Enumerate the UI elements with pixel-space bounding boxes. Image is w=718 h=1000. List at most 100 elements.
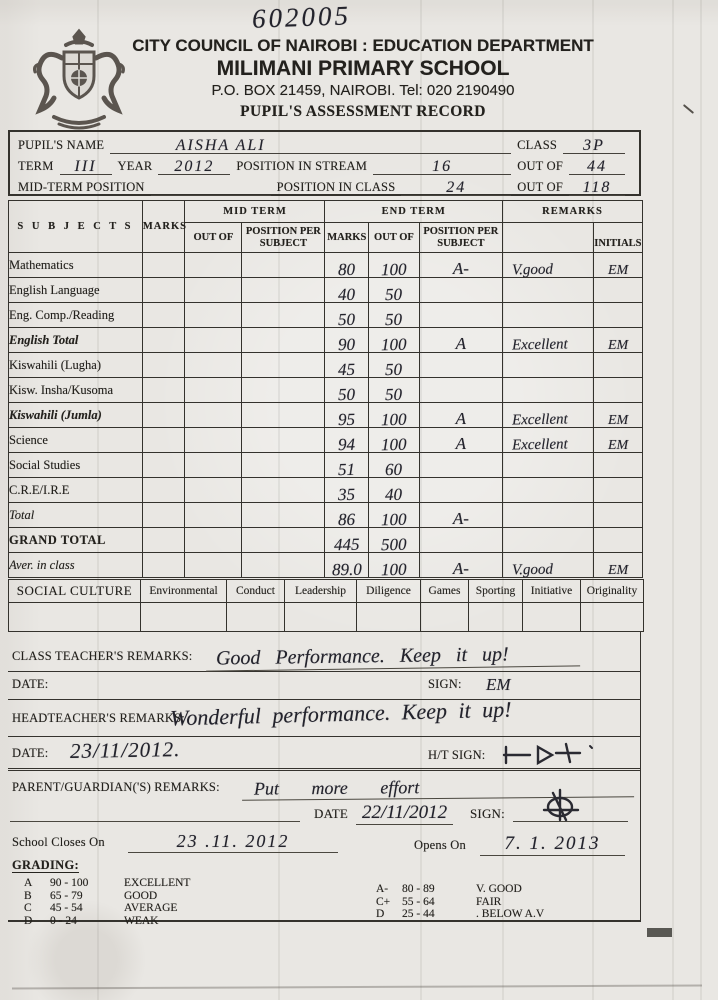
parent-sign-label: SIGN: [470, 806, 505, 821]
grade-letter: C+ [376, 895, 391, 908]
end-outof-value: 50 [385, 309, 403, 330]
initials-cell [593, 302, 643, 328]
end-outof-cell: 40 [368, 477, 420, 504]
end-outof-value: 100 [380, 334, 407, 355]
mid-outof-cell [184, 377, 243, 403]
end-outof-cell: 50 [368, 352, 420, 379]
parent-date-value: 22/11/2012 [356, 802, 454, 825]
end-marks-cell: 51 [324, 452, 370, 479]
opens-on-label: Opens On [414, 838, 466, 852]
midterm-group-header: MID TERM [184, 200, 326, 223]
endterm-marks-header: MARKS [324, 222, 370, 253]
social-col-games: Games [420, 579, 469, 603]
grade-range: 55 - 64 [402, 895, 435, 908]
initials-cell [593, 277, 643, 303]
table-row-kiswahili-lugha: Kiswahili (Lugha) 45 50 [8, 352, 643, 379]
initials-cell [593, 502, 643, 528]
remark-value: V.good [511, 261, 554, 279]
grade-range: 45 - 54 [50, 902, 83, 914]
end-outof-value: 60 [385, 459, 403, 480]
end-pos-cell [418, 277, 503, 303]
subject-cell: English Total [8, 327, 143, 353]
mid-marks-cell [141, 252, 186, 278]
mid-marks-cell [141, 477, 186, 503]
grade-letter: D [376, 908, 385, 920]
endterm-outof-header: OUT OF [368, 222, 420, 253]
mid-outof-cell [184, 402, 243, 428]
end-pos-cell: A [418, 402, 503, 428]
grading-title-row: GRADING: [8, 858, 640, 875]
headteacher-remarks-label: HEADTEACHER'S REMARKS: [12, 711, 185, 725]
mid-marks-cell [141, 302, 186, 328]
end-outof-cell: 100 [368, 427, 420, 454]
grade-letter: D [24, 914, 33, 927]
end-marks-cell: 95 [324, 402, 370, 429]
end-outof-cell: 500 [368, 527, 420, 554]
social-empty-cell [284, 602, 357, 632]
midterm-pos-underline [150, 175, 271, 196]
stream-pos-value: 16 [432, 158, 453, 175]
grade-desc: FAIR [476, 895, 502, 908]
end-marks-value: 445 [333, 534, 360, 555]
end-marks-value: 90 [338, 334, 356, 355]
remarks-blank-header [501, 222, 595, 253]
remark-cell [501, 302, 595, 328]
social-col-diligence: Diligence [356, 579, 421, 603]
end-marks-cell: 445 [324, 527, 370, 555]
subject-cell: Kiswahili (Lugha) [8, 352, 143, 378]
mid-marks-cell [141, 452, 186, 478]
term-underline: III [59, 154, 112, 175]
class-teacher-remarks-label: CLASS TEACHER'S REMARKS: [12, 649, 193, 663]
grade-row: B 65 - 79 GOOD [24, 890, 190, 903]
remark-cell [501, 527, 595, 553]
midterm-position-header: POSITION PER SUBJECT [241, 222, 326, 253]
class-pos-value: 24 [446, 179, 467, 196]
bottom-paper-crease [11, 984, 703, 990]
end-outof-cell: 50 [368, 377, 420, 404]
end-outof-cell: 100 [368, 327, 420, 355]
table-row-kisw-insha-kusoma: Kisw. Insha/Kusoma 50 50 [8, 377, 643, 404]
year-value: 2012 [174, 158, 215, 175]
ht-signature-scribble [500, 739, 596, 771]
midterm-outof-header: OUT OF [184, 222, 243, 253]
remark-cell [501, 452, 595, 478]
initials-cell: EM [593, 327, 643, 353]
table-row-english-total: English Total 90 100 A Excellent EM [8, 327, 643, 355]
midterm-position-row: MID-TERM POSITION POSITION IN CLASS 24 O… [18, 175, 631, 196]
mid-pos-cell [241, 477, 326, 503]
end-marks-cell: 45 [324, 352, 370, 379]
coat-of-arms-icon [33, 28, 125, 130]
marks-table: S U B J E C T S MARKS MID TERM END TERM … [8, 200, 644, 579]
mid-pos-cell [241, 377, 326, 403]
subject-cell: English Language [8, 277, 143, 303]
end-outof-cell: 100 [368, 252, 420, 279]
mid-outof-cell [184, 502, 243, 528]
pupil-info-box: PUPIL'S NAME AISHA ALI CLASS 3P TERM III… [8, 130, 641, 196]
class-label: CLASS [517, 138, 557, 152]
initials-cell [593, 377, 643, 403]
end-marks-value: 86 [338, 509, 356, 530]
end-pos-cell [418, 477, 503, 503]
end-marks-cell: 90 [324, 327, 370, 355]
remark-cell [501, 477, 595, 503]
mid-marks-cell [141, 427, 186, 453]
end-outof-value: 100 [380, 409, 407, 430]
date-label: DATE: [12, 677, 49, 691]
parent-sign-line [513, 821, 628, 822]
grade-range: 0 - 24 [50, 914, 77, 927]
mid-marks-cell [141, 277, 186, 303]
term-value: III [74, 158, 97, 175]
mid-pos-cell [241, 277, 326, 303]
subject-cell: Mathematics [8, 252, 143, 278]
mid-pos-cell [241, 452, 326, 478]
class-out-of-value: 118 [582, 179, 612, 196]
end-marks-cell: 89.0 [324, 552, 370, 579]
end-outof-cell: 60 [368, 452, 420, 480]
initials-header: INITIALS [593, 222, 643, 253]
mid-pos-cell [241, 327, 326, 353]
grade-letter: A- [376, 883, 389, 895]
initials-cell [593, 452, 643, 478]
end-marks-value: 50 [338, 309, 356, 330]
end-pos-cell: A- [418, 552, 503, 578]
